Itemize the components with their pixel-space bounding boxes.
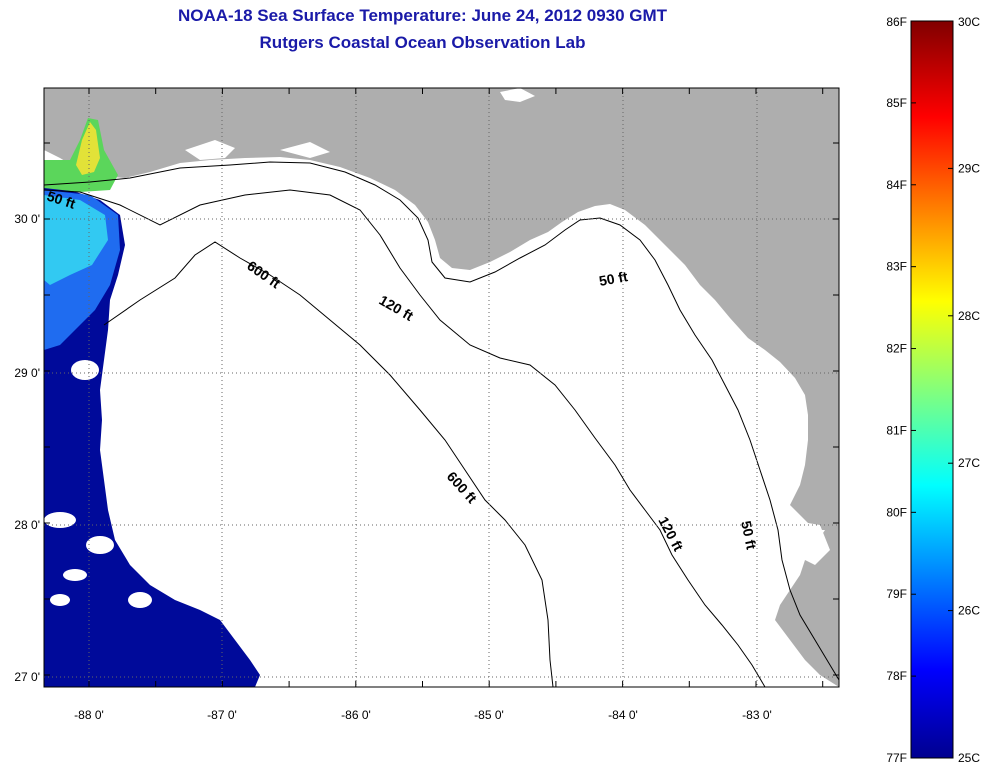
chart-title: NOAA-18 Sea Surface Temperature: June 24…: [177, 6, 668, 25]
lon-tick-label: -85 0': [474, 708, 504, 722]
colorbar-label-c: 30C: [958, 15, 980, 29]
colorbar-label-c: 28C: [958, 309, 980, 323]
lon-tick-label: -88 0': [74, 708, 104, 722]
lat-tick-label: 28 0': [14, 518, 40, 532]
colorbar: [910, 20, 954, 759]
colorbar-label-c: 25C: [958, 751, 980, 765]
contour-label-50ft-south: 50 ft: [738, 519, 760, 551]
bay: [790, 520, 830, 565]
contour-label-50ft-east: 50 ft: [598, 268, 629, 289]
colorbar-label-f: 77F: [886, 751, 907, 765]
colorbar-ticks: 86F 85F 84F 83F 82F 81F 80F 79F 78F 77F 30C 29C 28C 2…: [886, 15, 980, 765]
colorbar-label-f: 84F: [886, 178, 907, 192]
lat-tick-label: 27 0': [14, 670, 40, 684]
lon-tick-label: -86 0': [341, 708, 371, 722]
cloud-gaps: [44, 360, 220, 611]
lat-axis: 30 0' 29 0' 28 0' 27 0': [14, 212, 40, 684]
colorbar-label-f: 79F: [886, 587, 907, 601]
colorbar-label-c: 27C: [958, 456, 980, 470]
colorbar-label-f: 85F: [886, 96, 907, 110]
sst-coverage-hot: [76, 122, 100, 175]
colorbar-label-c: 29C: [958, 161, 980, 175]
colorbar-label-f: 83F: [886, 260, 907, 274]
colorbar-label-f: 80F: [886, 505, 907, 519]
bay: [280, 142, 330, 158]
map-frame: [43, 87, 840, 688]
colorbar-label-f: 81F: [886, 423, 907, 437]
lon-tick-label: -84 0': [608, 708, 638, 722]
contour-120ft: [44, 189, 766, 687]
colorbar-label-f: 86F: [886, 15, 907, 29]
lake: [500, 88, 535, 102]
sst-coverage-cyan: [44, 195, 108, 285]
contour-50ft: [44, 161, 839, 681]
land-area: [44, 88, 839, 687]
contour-600ft: [103, 241, 554, 687]
sst-coverage-cold: [44, 185, 260, 687]
chart-subtitle: Rutgers Coastal Ocean Observation Lab: [259, 33, 586, 52]
colorbar-label-f: 78F: [886, 669, 907, 683]
colorbar-label-f: 82F: [886, 342, 907, 356]
colorbar-label-c: 26C: [958, 604, 980, 618]
graticule: [44, 88, 839, 687]
lon-axis: -88 0' -87 0' -86 0' -85 0' -84 0' -83 0': [74, 708, 772, 722]
lat-tick-label: 30 0': [14, 212, 40, 226]
lat-tick-label: 29 0': [14, 366, 40, 380]
lon-tick-label: -83 0': [742, 708, 772, 722]
lon-tick-label: -87 0': [207, 708, 237, 722]
